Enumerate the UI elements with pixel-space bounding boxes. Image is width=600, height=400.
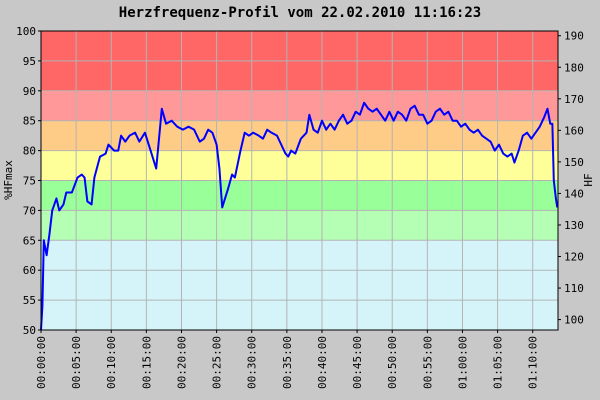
x-tick-label: 00:05:00 xyxy=(70,336,83,389)
y2-tick-label: 140 xyxy=(564,187,584,200)
y-tick-label: 90 xyxy=(23,85,36,98)
y2-tick-label: 120 xyxy=(564,251,584,264)
y-tick-label: 55 xyxy=(23,294,36,307)
y-tick-label: 65 xyxy=(23,234,36,247)
zone-band xyxy=(41,90,558,121)
x-tick-label: 00:45:00 xyxy=(351,336,364,389)
y2-tick-label: 130 xyxy=(564,219,584,232)
y2-tick-label: 150 xyxy=(564,156,584,169)
y-tick-label: 60 xyxy=(23,264,36,277)
y-tick-label: 80 xyxy=(23,145,36,158)
y-tick-label: 100 xyxy=(16,25,36,38)
x-tick-label: 01:00:00 xyxy=(456,336,469,389)
x-tick-label: 00:00:00 xyxy=(35,336,48,389)
x-tick-label: 00:15:00 xyxy=(140,336,153,389)
y-tick-label: 75 xyxy=(23,175,36,188)
heart-rate-line xyxy=(40,101,559,331)
y-tick-label: 95 xyxy=(23,55,36,68)
y-tick-label: 85 xyxy=(23,115,36,128)
plot-border xyxy=(40,30,559,331)
x-tick-label: 00:25:00 xyxy=(211,336,224,389)
y2-tick-label: 170 xyxy=(564,93,584,106)
x-tick-label: 00:40:00 xyxy=(316,336,329,389)
y-tick-label: 70 xyxy=(23,204,36,217)
x-tick-label: 01:10:00 xyxy=(527,336,540,389)
y-axis-label: %HFmax xyxy=(2,160,15,200)
y2-tick-label: 180 xyxy=(564,61,584,74)
x-tick-label: 00:10:00 xyxy=(105,336,118,389)
x-tick-label: 00:20:00 xyxy=(175,336,188,389)
zone-band xyxy=(41,180,558,211)
zone-band xyxy=(41,210,558,241)
y2-tick-label: 110 xyxy=(564,282,584,295)
x-tick-label: 00:50:00 xyxy=(386,336,399,389)
y-tick-label: 50 xyxy=(23,324,36,337)
y2-tick-label: 190 xyxy=(564,30,584,43)
x-tick-label: 00:30:00 xyxy=(246,336,259,389)
y2-axis-label: HF xyxy=(582,173,595,186)
zone-band xyxy=(41,120,558,151)
x-tick-label: 01:05:00 xyxy=(492,336,505,389)
x-tick-label: 00:35:00 xyxy=(281,336,294,389)
zone-band xyxy=(41,150,558,181)
y2-tick-label: 100 xyxy=(564,314,584,327)
y2-tick-label: 160 xyxy=(564,124,584,137)
x-tick-label: 00:55:00 xyxy=(421,336,434,389)
zone-band xyxy=(41,240,558,330)
chart-title: Herzfrequenz-Profil vom 22.02.2010 11:16… xyxy=(119,5,481,21)
